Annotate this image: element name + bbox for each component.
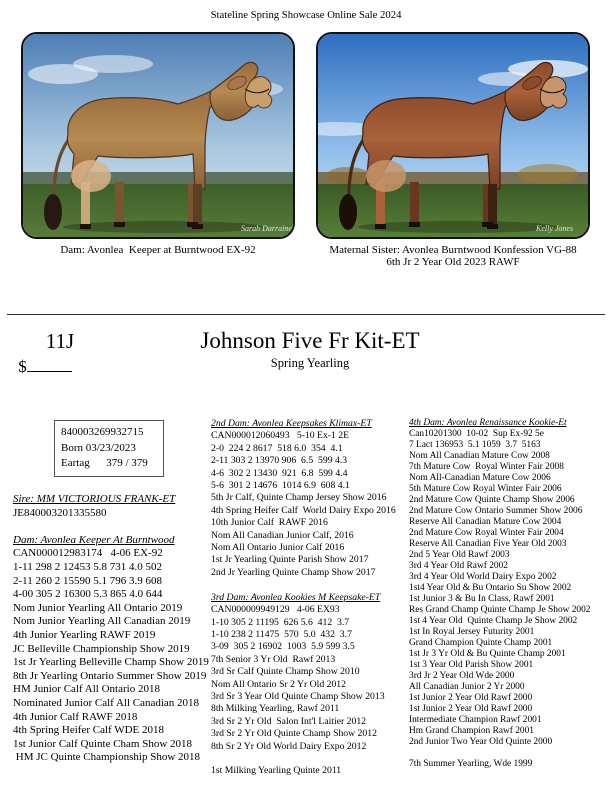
svg-text:Kelly Jones: Kelly Jones <box>535 224 573 233</box>
svg-text:Sarah Darraine: Sarah Darraine <box>241 224 292 233</box>
